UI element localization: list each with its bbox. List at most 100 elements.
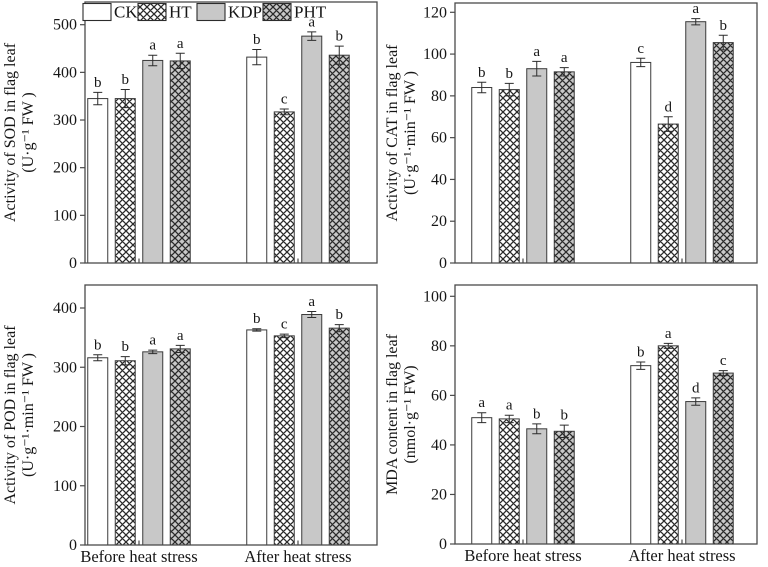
y-tick-label: 200 [53,160,77,177]
significance-letter: c [637,41,644,57]
significance-letter: a [506,398,513,414]
bar-kdp-before [526,68,548,264]
y-tick-label: 100 [423,288,447,305]
legend-label-pht: PHT [294,3,327,22]
y-tick-label: 100 [423,46,447,63]
significance-letter: b [253,311,261,327]
y-tick-label: 40 [431,171,447,188]
y-tick-label: 120 [423,4,447,21]
error-bar [477,412,487,424]
error-bar [718,370,728,377]
error-bar [148,349,158,355]
significance-letter: c [720,353,727,369]
bar-pht-after [712,372,734,545]
error-bar [504,82,514,97]
y-tick-label: 0 [69,255,77,272]
significance-letter: a [177,328,184,344]
x-category-label: After heat stress [628,546,735,565]
y-tick-label: 100 [53,207,77,224]
y-tick-label: 300 [53,359,77,376]
legend-swatch-ck [82,2,112,22]
y-tick-label: 20 [431,486,447,503]
x-category-label: Before heat stress [80,547,197,566]
error-bar [334,324,344,333]
error-bar [307,311,317,318]
bar-kdp-after [685,21,707,264]
bar-ck-before [471,417,493,545]
error-bar [532,423,542,435]
bar-ck-after [246,329,268,546]
plot-frame [454,2,758,264]
error-bar [532,60,542,77]
error-bar [252,48,262,66]
y-axis-units: (U·g⁻¹ FW ) [20,92,37,173]
significance-letter: a [692,1,699,17]
error-bar [636,57,646,68]
error-bar [559,424,569,438]
significance-letter: b [637,344,645,360]
bar-ht-before [114,98,136,264]
y-tick-label: 80 [431,88,447,105]
y-tick-label: 40 [431,437,447,454]
legend-swatch-pht [262,2,292,22]
bar-ck-before [87,98,109,264]
significance-letter: d [692,380,700,396]
plot-frame [84,284,378,546]
y-tick-label: 400 [53,300,77,317]
pod-chart-panel: b b a a b c a b 0 100 200 300 400 Activity of POD in … [2,284,378,566]
y-axis-title: Activity of POD in flag leaf [2,325,19,505]
legend-label-ht: HT [169,3,192,22]
x-category-label: Before heat stress [464,546,581,565]
bar-kdp-before [526,428,548,545]
y-tick-label: 400 [53,64,77,81]
significance-letter: b [122,72,130,88]
legend-swatch-ht [137,2,167,22]
significance-letter: b [533,406,541,422]
y-axis-title: Activity of SOD in flag leaf [2,42,19,222]
significance-letter: b [253,32,261,48]
bar-ht-after [273,335,295,546]
error-bar [334,45,344,65]
significance-letter: b [336,29,344,45]
y-axis-title: Activity of CAT in flag leaf [384,44,401,222]
sod-chart-panel: b b a a b c a b 0 100 200 300 400 500 Activity of SOD … [2,1,378,272]
bar-pht-after [328,54,350,264]
bar-ht-before [114,360,136,546]
bar-ht-after [657,345,679,545]
significance-letter: b [720,18,728,34]
bar-kdp-before [142,59,164,264]
bar-kdp-after [685,401,707,545]
significance-letter: b [506,66,514,82]
significance-letter: b [94,337,102,353]
bar-pht-before [169,60,191,264]
x-category-label: After heat stress [244,547,351,566]
bar-ht-after [273,111,295,264]
error-bar [504,414,514,424]
y-tick-label: 100 [53,478,77,495]
bar-kdp-after [301,35,323,264]
y-axis-units: (U·g⁻¹·min⁻¹ FW ) [402,71,419,195]
error-bar [120,89,130,109]
bar-pht-after [712,42,734,264]
error-bar [559,67,569,77]
y-tick-label: 60 [431,387,447,404]
significance-letter: a [149,38,156,54]
error-bar [636,361,646,370]
y-tick-label: 60 [431,130,447,147]
bar-ht-before [498,418,520,545]
y-axis-units: (nmol·g⁻¹ FW) [402,365,419,463]
significance-letter: a [149,333,156,349]
significance-letter: b [561,408,569,424]
error-bar [663,116,673,132]
bar-ht-before [498,89,520,264]
y-axis-title: MDA content in flag leaf [384,333,401,495]
cat-chart-panel: b b a a c d a b 0 20 40 60 80 100 120 Activity of CAT i… [384,1,758,272]
bar-pht-before [553,430,575,545]
y-tick-label: 0 [439,536,447,553]
legend-label-ck: CK [114,3,138,22]
error-bar [279,108,289,116]
significance-letter: c [281,92,288,108]
bar-ck-after [630,365,652,545]
bar-ck-after [630,61,652,264]
significance-letter: a [478,395,485,411]
